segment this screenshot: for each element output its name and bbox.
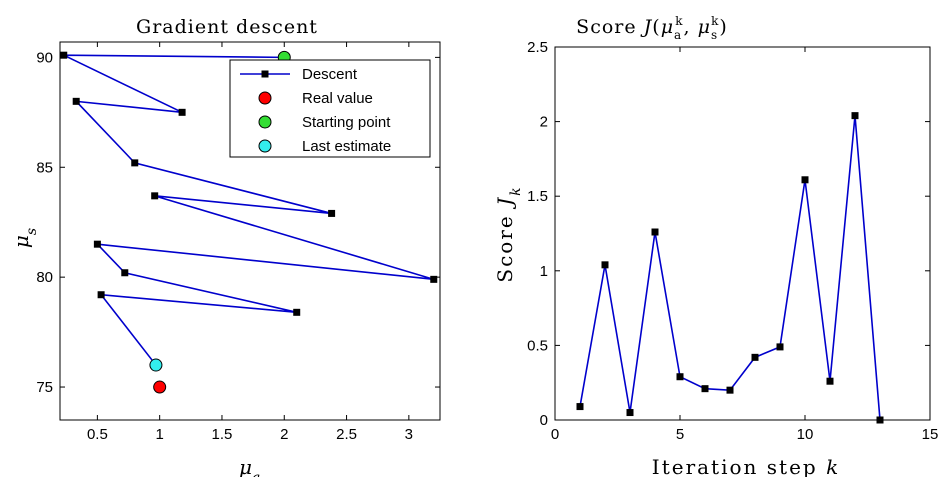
- left-chart-title: Gradient descent: [136, 16, 318, 38]
- data-point-marker: [627, 409, 634, 416]
- data-point-marker: [121, 269, 128, 276]
- y-tick-label: 1.5: [527, 188, 548, 205]
- data-point-marker: [430, 276, 437, 283]
- y-tick-label: 0.5: [527, 337, 548, 354]
- data-point-marker: [131, 159, 138, 166]
- point-real-value: [154, 381, 166, 393]
- data-point-marker: [98, 291, 105, 298]
- data-point-marker: [827, 378, 834, 385]
- legend-label: Starting point: [302, 114, 391, 131]
- y-tick-label: 75: [36, 379, 53, 396]
- point-last-estimate: [150, 359, 162, 371]
- legend-label: Last estimate: [302, 138, 391, 155]
- legend-circle-swatch: [259, 116, 271, 128]
- legend-circle-swatch: [259, 92, 271, 104]
- data-point-marker: [702, 385, 709, 392]
- left-x-axis-label: μa: [239, 455, 260, 477]
- data-point-marker: [151, 192, 158, 199]
- data-point-marker: [727, 387, 734, 394]
- x-tick-label: 1: [156, 426, 164, 443]
- legend-circle-swatch: [259, 140, 271, 152]
- data-point-marker: [179, 109, 186, 116]
- x-tick-label: 1.5: [212, 426, 233, 443]
- y-tick-label: 2: [540, 114, 548, 131]
- y-tick-label: 85: [36, 159, 53, 176]
- x-tick-label: 15: [922, 426, 939, 443]
- right-plot-box: [555, 47, 930, 420]
- right-x-axis-label: Iteration step k: [652, 455, 840, 477]
- y-tick-label: 80: [36, 269, 53, 286]
- data-point-marker: [293, 309, 300, 316]
- data-point-marker: [802, 176, 809, 183]
- data-point-marker: [73, 98, 80, 105]
- data-point-marker: [752, 354, 759, 361]
- series-line-score: [580, 116, 880, 420]
- score-chart: Score J(μak, μsk) 0 5 10 15 0 0.5 1 1.5 2 2.5 Ite…: [493, 14, 938, 477]
- x-tick-label: 5: [676, 426, 684, 443]
- x-tick-label: 2: [280, 426, 288, 443]
- data-point-marker: [777, 343, 784, 350]
- gradient-descent-chart: Gradient descent 0.5 1 1.5 2 2.5 3 75 80 85 90 μa…: [9, 16, 440, 477]
- data-point-marker: [652, 229, 659, 236]
- data-point-marker: [852, 112, 859, 119]
- right-chart-title: Score J(μak, μsk): [576, 14, 728, 42]
- x-tick-label: 0: [551, 426, 559, 443]
- left-y-axis-label: μs: [9, 228, 40, 248]
- y-tick-label: 90: [36, 49, 53, 66]
- y-tick-label: 1: [540, 263, 548, 280]
- data-point-marker: [60, 52, 67, 59]
- right-plot-series: [577, 112, 884, 423]
- x-tick-label: 3: [405, 426, 413, 443]
- data-point-marker: [94, 241, 101, 248]
- x-tick-label: 10: [797, 426, 814, 443]
- y-tick-label: 2.5: [527, 39, 548, 56]
- data-point-marker: [602, 261, 609, 268]
- legend-label: Descent: [302, 66, 358, 83]
- data-point-marker: [877, 417, 884, 424]
- legend-label: Real value: [302, 90, 373, 107]
- x-tick-label: 0.5: [87, 426, 108, 443]
- data-point-marker: [328, 210, 335, 217]
- x-tick-label: 2.5: [336, 426, 357, 443]
- legend: Descent Real value Starting point Last esti…: [230, 60, 430, 157]
- y-tick-label: 0: [540, 412, 548, 429]
- right-y-axis-label: Score Jk: [493, 185, 524, 282]
- legend-square-swatch: [262, 71, 269, 78]
- data-point-marker: [677, 373, 684, 380]
- data-point-marker: [577, 403, 584, 410]
